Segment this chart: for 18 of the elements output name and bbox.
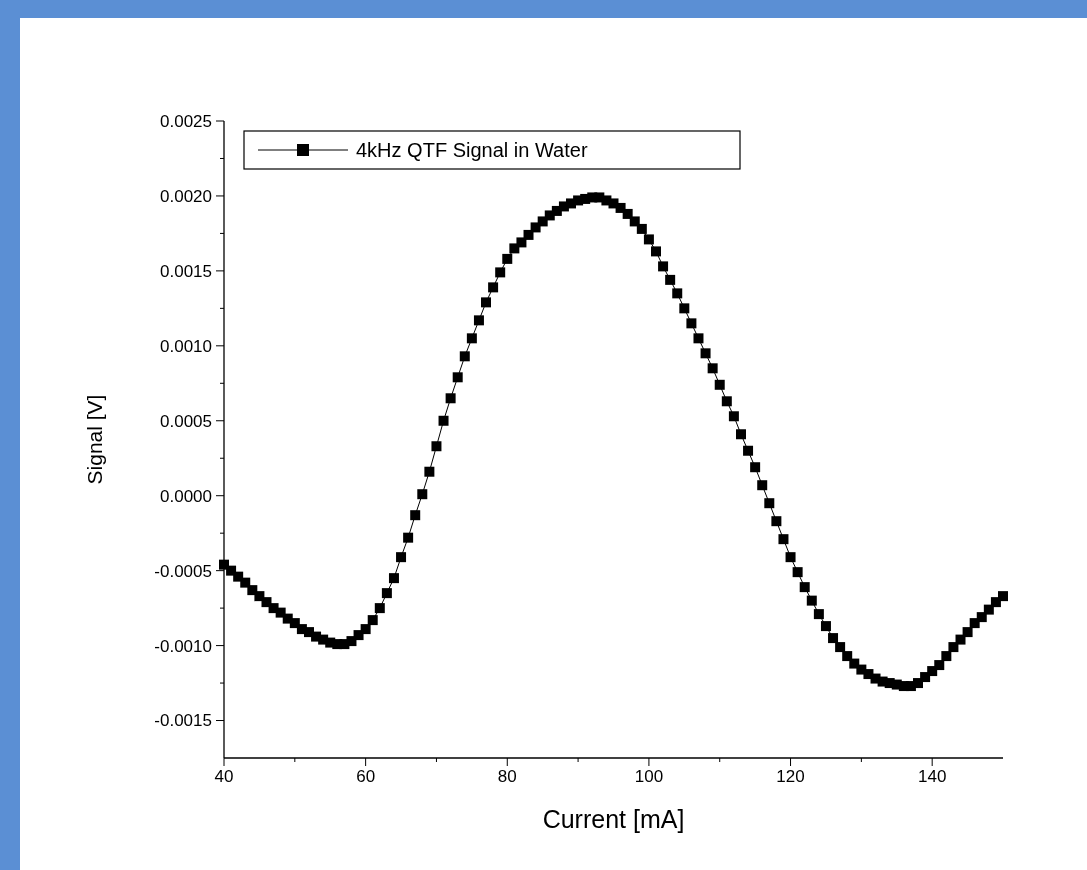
x-tick-label: 40 — [214, 767, 234, 786]
legend-label: 4kHz QTF Signal in Water — [356, 139, 588, 161]
y-tick-label: 0.0020 — [160, 186, 212, 206]
x-tick-label: 120 — [776, 767, 805, 786]
y-axis-title: Signal [V] — [83, 394, 106, 485]
x-tick-label: 140 — [917, 767, 947, 786]
y-tick-label: 0.0000 — [160, 486, 212, 506]
x-tick-label: 100 — [634, 767, 664, 786]
y-tick-label: 0.0010 — [160, 336, 212, 356]
x-tick-label: 60 — [356, 767, 376, 786]
y-tick-label: 0.0025 — [160, 111, 212, 131]
x-axis-title: Current [mA] — [542, 805, 685, 833]
y-tick-label: -0.0005 — [154, 561, 212, 581]
x-tick-label: 80 — [497, 767, 517, 786]
y-tick-label: 0.0005 — [160, 411, 212, 431]
y-tick-label: -0.0010 — [154, 636, 212, 656]
y-tick-label: -0.0015 — [154, 711, 212, 731]
y-tick-label: 0.0015 — [160, 261, 212, 281]
